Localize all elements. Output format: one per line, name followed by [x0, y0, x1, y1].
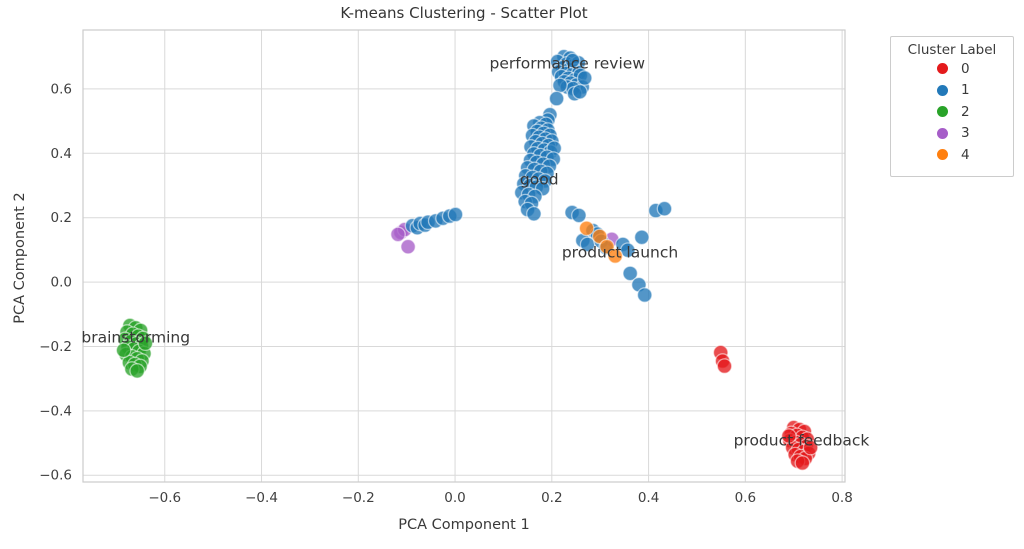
scatter-point-cluster-1	[622, 265, 639, 282]
legend-entry-2: 2	[891, 101, 1013, 123]
scatter-point-cluster-3	[400, 238, 416, 255]
x-tick-label: −0.2	[342, 490, 375, 506]
scatter-point-cluster-2	[115, 342, 132, 359]
legend-entry-label: 1	[961, 82, 970, 99]
scatter-point-cluster-1	[548, 90, 565, 107]
legend-entry-label: 4	[961, 146, 970, 163]
annotation-label: brainstorming	[81, 329, 190, 347]
x-tick-label: 0.6	[735, 490, 756, 506]
x-axis-label: PCA Component 1	[398, 517, 530, 533]
annotation-label: good	[520, 171, 559, 189]
legend-dot-icon	[937, 84, 948, 96]
scatter-point-cluster-1	[552, 77, 568, 94]
scatter-point-cluster-1	[576, 70, 593, 86]
y-tick-label: 0.6	[51, 81, 72, 97]
scatter-point-cluster-2	[137, 335, 154, 352]
annotation-label: product launch	[562, 244, 678, 262]
legend-entry-3: 3	[891, 123, 1013, 145]
scatter-point-cluster-1	[572, 83, 588, 100]
scatter-point-cluster-0	[802, 439, 819, 456]
annotation-label: product feedback	[734, 432, 870, 450]
scatter-point-cluster-4	[578, 220, 595, 237]
x-tick-label: −0.6	[148, 490, 181, 506]
y-tick-label: −0.4	[39, 403, 72, 419]
annotation-label: performance review	[490, 55, 646, 73]
y-tick-label: 0.2	[51, 210, 72, 226]
chart-title: K-means Clustering - Scatter Plot	[340, 4, 588, 22]
y-tick-label: 0.0	[51, 275, 72, 291]
legend-title: Cluster Label	[907, 42, 997, 58]
scatter-point-cluster-4	[607, 248, 624, 264]
scatter-point-cluster-1	[636, 287, 653, 303]
legend: Cluster Label 0 1 2 3 4	[890, 36, 1014, 177]
legend-entry-0: 0	[891, 58, 1013, 80]
scatter-point-cluster-0	[716, 358, 733, 374]
x-tick-label: 0.2	[541, 490, 562, 506]
scatter-point-cluster-2	[129, 363, 146, 379]
scatter-point-cluster-1	[526, 205, 542, 222]
legend-dot-icon	[937, 127, 948, 139]
scatter-point-cluster-0	[794, 455, 811, 471]
scatter-point-cluster-0	[781, 428, 797, 444]
scatter-point-cluster-1	[447, 206, 464, 223]
x-tick-label: −0.4	[245, 490, 278, 506]
plot-border	[82, 29, 846, 483]
legend-dot-icon	[937, 63, 948, 75]
legend-dot-icon	[937, 149, 948, 161]
legend-entry-1: 1	[891, 80, 1013, 102]
legend-dot-icon	[937, 106, 948, 118]
scatter-point-cluster-1	[571, 207, 587, 224]
x-tick-label: 0.8	[831, 490, 852, 506]
scatter-point-cluster-3	[390, 226, 406, 243]
y-tick-label: −0.2	[39, 339, 72, 355]
legend-entry-4: 4	[891, 144, 1013, 166]
y-tick-label: 0.4	[51, 146, 72, 162]
legend-entry-label: 2	[961, 103, 970, 120]
x-tick-label: 0.0	[444, 490, 465, 506]
legend-entry-label: 0	[961, 60, 970, 77]
y-tick-label: −0.6	[39, 468, 72, 484]
legend-entry-label: 3	[961, 125, 970, 142]
scatter-point-cluster-1	[564, 52, 581, 69]
legend-entries: 0 1 2 3 4	[891, 58, 1013, 166]
scatter-point-cluster-1	[656, 200, 673, 217]
scatter-point-cluster-1	[619, 242, 636, 259]
scatter-point-cluster-1	[633, 229, 650, 246]
x-tick-label: 0.4	[638, 490, 659, 506]
